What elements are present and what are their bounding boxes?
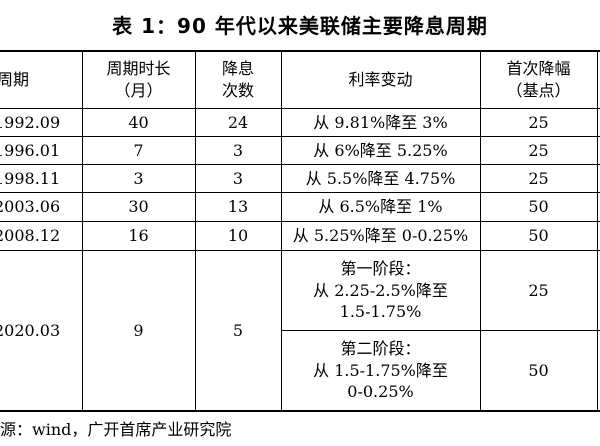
rule-top — [0, 50, 600, 52]
header-duration-line2: （月） — [114, 80, 163, 100]
header-cuts: 降息 次数 — [195, 51, 281, 108]
cell-rate-change: 从 6%降至 5.25% — [313, 140, 448, 160]
stage2-label: 第二阶段： — [340, 339, 421, 359]
header-rate-change-label: 利率变动 — [348, 69, 413, 89]
header-first-cut-line2: （基点） — [506, 80, 571, 100]
cell-cuts: 13 — [227, 197, 249, 217]
cell-period: 1992.09 — [0, 112, 61, 132]
rule-row — [0, 164, 600, 165]
cell-duration: 9 — [133, 320, 144, 340]
cell-stage2-rate-change: 第二阶段： 从 1.5-1.75%降至 0-0.25% — [281, 331, 480, 410]
table-title: 表 1：90 年代以来美联储主要降息周期 — [112, 14, 488, 38]
cell-cuts: 3 — [232, 168, 244, 188]
rule-row — [0, 250, 600, 251]
rule-row — [0, 136, 600, 137]
cell-duration: 3 — [133, 168, 144, 188]
rule-row — [0, 192, 600, 193]
cell-first-cut: 25 — [528, 140, 549, 160]
cell-first-cut: 50 — [528, 226, 549, 246]
header-cuts-line1: 降息 — [221, 58, 254, 78]
rule-header-bottom — [0, 108, 600, 109]
cell-stage1-first-cut: 25 — [528, 280, 549, 300]
cell-period: 2003.06 — [0, 197, 61, 217]
rule-row — [0, 221, 600, 222]
cell-cuts: 10 — [227, 226, 249, 246]
cell-first-cut: 50 — [528, 197, 549, 217]
header-duration: 周期时长 （月） — [82, 51, 195, 108]
stage1-line3: 1.5-1.75% — [339, 302, 422, 322]
cell-rate-change: 从 5.5%降至 4.75% — [305, 168, 456, 188]
cell-cuts: 3 — [232, 140, 244, 160]
cell-stage2-first-cut: 50 — [528, 360, 549, 380]
col-divider — [281, 50, 282, 411]
cell-period: 2008.12 — [0, 226, 61, 246]
source-note: 源：wind，广开首席产业研究院 — [0, 420, 232, 439]
stage2-line3: 0-0.25% — [347, 382, 414, 402]
cell-first-cut: 25 — [528, 112, 549, 132]
col-divider — [597, 50, 598, 411]
cell-cuts: 24 — [227, 112, 249, 132]
stage1-line2: 从 2.25-2.5%降至 — [313, 280, 448, 300]
col-divider — [82, 50, 83, 411]
header-period-label: 周期 — [0, 69, 30, 89]
cell-period: 1996.01 — [0, 140, 61, 160]
cell-duration: 16 — [128, 226, 149, 246]
cell-rate-change: 从 9.81%降至 3% — [313, 112, 448, 132]
cell-duration: 40 — [128, 112, 149, 132]
cell-rate-change: 从 5.25%降至 0-0.25% — [292, 226, 469, 246]
rule-stage-split — [281, 330, 600, 331]
cell-duration: 7 — [133, 140, 144, 160]
col-divider — [195, 50, 196, 411]
col-divider — [480, 50, 481, 411]
cell-first-cut: 25 — [528, 168, 549, 188]
header-rate-change: 利率变动 — [281, 51, 480, 108]
header-period: 周期 — [0, 51, 82, 108]
cell-duration: 30 — [128, 197, 149, 217]
header-cuts-line2: 次数 — [221, 80, 254, 100]
header-duration-line1: 周期时长 — [106, 58, 171, 78]
cell-rate-change: 从 6.5%降至 1% — [318, 197, 443, 217]
stage2-line2: 从 1.5-1.75%降至 — [313, 360, 448, 380]
cell-stage1-rate-change: 第一阶段： 从 2.25-2.5%降至 1.5-1.75% — [281, 251, 480, 330]
cell-cuts: 5 — [232, 320, 244, 340]
header-first-cut: 首次降幅 （基点） — [480, 51, 597, 108]
cell-period: 2020.03 — [0, 320, 61, 340]
cell-period: 1998.11 — [0, 168, 61, 188]
header-first-cut-line1: 首次降幅 — [506, 58, 571, 78]
stage1-label: 第一阶段： — [340, 259, 421, 279]
rule-bottom — [0, 410, 600, 412]
